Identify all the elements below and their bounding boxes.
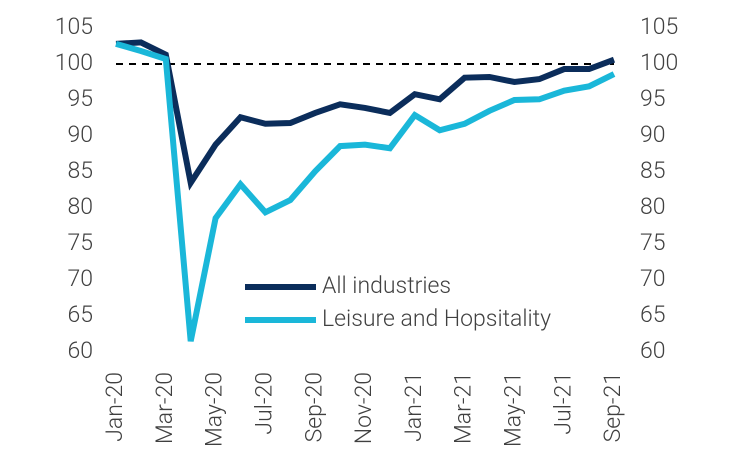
y2-tick-label: 80 bbox=[640, 193, 666, 220]
y2-tick-label: 105 bbox=[640, 13, 678, 40]
y-tick-label: 70 bbox=[67, 265, 93, 292]
x-tick-label: Mar-21 bbox=[450, 372, 477, 444]
y-tick-label: 95 bbox=[67, 85, 93, 112]
x-tick-label: Sep-21 bbox=[599, 372, 626, 442]
y-tick-label: 105 bbox=[55, 13, 93, 40]
x-tick-label: Sep-20 bbox=[300, 372, 327, 442]
x-tick-label: May-21 bbox=[499, 372, 526, 447]
y-tick-label: 85 bbox=[67, 157, 93, 184]
x-tick-label: Jul-21 bbox=[549, 372, 576, 435]
y2-tick-label: 65 bbox=[640, 301, 666, 328]
y2-tick-label: 75 bbox=[640, 229, 666, 256]
y2-tick-label: 70 bbox=[640, 265, 666, 292]
x-tick-label: May-20 bbox=[201, 372, 228, 447]
y-tick-label: 65 bbox=[67, 301, 93, 328]
y-tick-label: 100 bbox=[55, 49, 93, 76]
x-tick-label: Jan-20 bbox=[101, 372, 128, 442]
y-tick-label: 75 bbox=[67, 229, 93, 256]
y2-tick-label: 85 bbox=[640, 157, 666, 184]
legend-label: All industries bbox=[322, 272, 451, 299]
y-tick-label: 60 bbox=[67, 337, 93, 364]
x-tick-label: Mar-20 bbox=[151, 372, 178, 444]
x-tick-label: Jul-20 bbox=[250, 372, 277, 435]
legend-label: Leisure and Hopsitality bbox=[322, 305, 551, 332]
y2-tick-label: 90 bbox=[640, 121, 666, 148]
y2-tick-label: 60 bbox=[640, 337, 666, 364]
y2-tick-label: 95 bbox=[640, 85, 666, 112]
y2-tick-label: 100 bbox=[640, 49, 678, 76]
x-tick-label: Nov-20 bbox=[350, 372, 377, 444]
y-tick-label: 90 bbox=[67, 121, 93, 148]
y-tick-label: 80 bbox=[67, 193, 93, 220]
series-line bbox=[115, 40, 616, 342]
x-tick-label: Jan-21 bbox=[400, 372, 427, 442]
series-line bbox=[115, 39, 616, 191]
